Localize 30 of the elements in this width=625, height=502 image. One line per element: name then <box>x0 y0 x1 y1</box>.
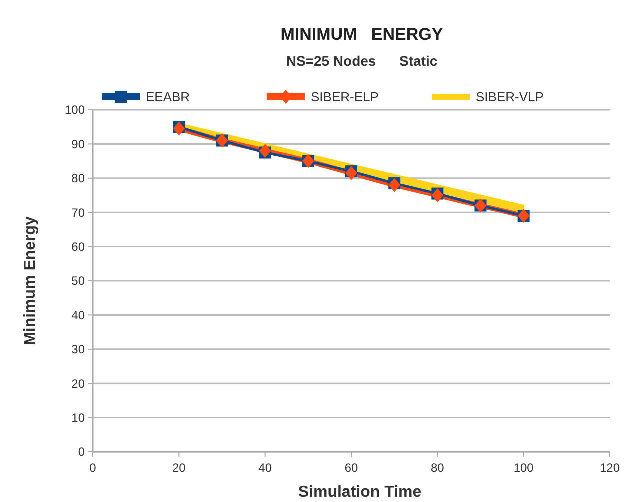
point <box>432 188 444 202</box>
y-tick-label: 50 <box>72 274 86 288</box>
legend-label: SIBER-VLP <box>476 90 544 105</box>
point <box>173 122 186 136</box>
x-tick-label: 20 <box>172 461 186 475</box>
x-tick-label: 100 <box>514 461 534 475</box>
y-tick-label: 30 <box>72 342 86 357</box>
x-axis-title: Simulation Time <box>298 484 422 501</box>
x-tick-label: 0 <box>90 461 97 475</box>
y-tick-label: 100 <box>64 103 86 118</box>
y-tick-label: 70 <box>72 206 86 220</box>
chart-title: MINIMUM ENERGY <box>280 25 444 44</box>
x-tick-label: 120 <box>600 461 620 475</box>
x-tick-label: 80 <box>430 461 445 475</box>
y-tick-label: 90 <box>72 137 86 152</box>
y-tick-label: 40 <box>72 308 86 322</box>
y-tick-label: 80 <box>72 172 86 186</box>
y-tick-label: 10 <box>72 411 86 425</box>
y-tick-label: 0 <box>78 445 86 460</box>
legend-label: SIBER-ELP <box>311 90 379 105</box>
point <box>388 178 401 192</box>
legend-label: EEABR <box>146 90 190 105</box>
point <box>346 166 358 180</box>
y-axis-title: Minimum Energy <box>22 216 39 346</box>
y-tick-label: 60 <box>72 240 86 254</box>
x-tick-label: 40 <box>258 461 272 475</box>
point <box>259 144 272 158</box>
x-tick-label: 60 <box>344 461 358 475</box>
chart-subtitle: NS=25 Nodes Static <box>286 53 438 69</box>
y-tick-label: 20 <box>72 376 86 391</box>
